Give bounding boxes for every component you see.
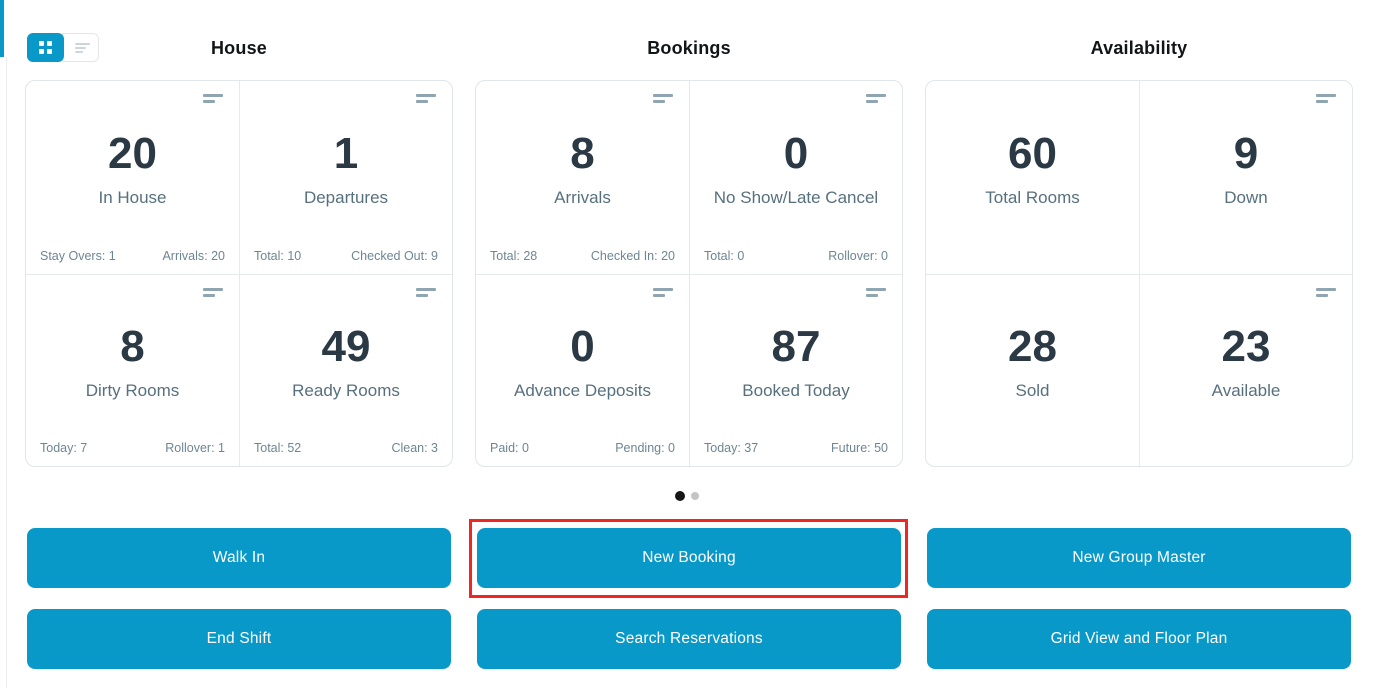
card-total-rooms[interactable]: 60 Total Rooms: [926, 81, 1139, 274]
card-footer: Today: 37 Future: 50: [690, 441, 902, 455]
card-sold[interactable]: 28 Sold: [926, 273, 1139, 467]
stat-value: 0: [783, 129, 809, 179]
card-menu-icon[interactable]: [416, 94, 436, 103]
card-ready-rooms[interactable]: 49 Ready Rooms Total: 52 Clean: 3: [239, 273, 452, 466]
section-title-availability: Availability: [1090, 37, 1188, 58]
footer-left: Total: 28: [490, 248, 538, 263]
card-footer: Stay Overs: 1 Arrivals: 20: [26, 249, 239, 263]
stat-label: In House: [98, 188, 167, 208]
new-group-master-button[interactable]: New Group Master: [927, 528, 1351, 588]
card-footer: Paid: 0 Pending: 0: [476, 441, 689, 455]
card-menu-icon[interactable]: [1316, 287, 1336, 297]
new-booking-button[interactable]: New Booking: [477, 528, 901, 588]
stat-label: Available: [1211, 381, 1281, 401]
section-title-bookings: Bookings: [647, 37, 731, 58]
stat-groups: 20 In House Stay Overs: 1 Arrivals: 20 1…: [25, 80, 1353, 467]
footer-right: Arrivals: 20: [162, 248, 225, 263]
left-edge-divider: [6, 57, 7, 688]
footer-right: Checked Out: 9: [351, 248, 438, 263]
card-dirty-rooms[interactable]: 8 Dirty Rooms Today: 7 Rollover: 1: [26, 273, 239, 467]
footer-left: Today: 37: [704, 441, 759, 455]
card-footer: Today: 7 Rollover: 1: [26, 441, 239, 455]
footer-left: Stay Overs: 1: [40, 248, 116, 263]
footer-left: Paid: 0: [490, 441, 529, 455]
stat-value: 49: [321, 322, 371, 372]
card-menu-icon[interactable]: [866, 287, 886, 297]
card-menu-icon[interactable]: [203, 287, 223, 297]
footer-left: Total: 10: [254, 248, 302, 263]
footer-right: Rollover: 1: [165, 441, 225, 455]
stat-label: Arrivals: [554, 188, 611, 208]
stat-label: Booked Today: [742, 381, 850, 401]
grid-view-floor-plan-button[interactable]: Grid View and Floor Plan: [927, 609, 1351, 669]
card-footer: Total: 10 Checked Out: 9: [240, 249, 452, 263]
card-footer: Total: 0 Rollover: 0: [690, 249, 902, 263]
footer-left: Total: 52: [254, 441, 302, 455]
stat-value: 0: [570, 322, 595, 372]
stat-value: 8: [570, 129, 595, 179]
group-house: 20 In House Stay Overs: 1 Arrivals: 20 1…: [25, 80, 453, 467]
walk-in-button[interactable]: Walk In: [27, 528, 451, 588]
stat-label: Departures: [303, 188, 389, 208]
card-footer: Total: 28 Checked In: 20: [476, 249, 689, 263]
footer-right: Rollover: 0: [828, 248, 888, 263]
left-accent-bar: [0, 0, 4, 57]
card-menu-icon[interactable]: [416, 287, 436, 297]
action-buttons: Walk In New Booking New Group Master End…: [25, 519, 1353, 669]
stat-value: 20: [108, 129, 157, 179]
carousel-dots: [0, 491, 1373, 501]
footer-right: Clean: 3: [391, 441, 438, 455]
group-bookings: 8 Arrivals Total: 28 Checked In: 20 0 No…: [475, 80, 903, 467]
card-menu-icon[interactable]: [653, 287, 673, 297]
footer-right: Future: 50: [831, 441, 888, 455]
search-reservations-button[interactable]: Search Reservations: [477, 609, 901, 669]
stat-label: Sold: [1015, 381, 1050, 401]
stat-label: Total Rooms: [985, 188, 1080, 208]
card-departures[interactable]: 1 Departures Total: 10 Checked Out: 9: [239, 81, 452, 274]
card-no-show-late-cancel[interactable]: 0 No Show/Late Cancel Total: 0 Rollover:…: [689, 81, 902, 274]
new-booking-highlight-wrap: New Booking: [469, 519, 908, 598]
stat-label: Ready Rooms: [292, 381, 400, 401]
footer-left: Total: 0: [704, 248, 745, 263]
view-toggle: [27, 33, 99, 62]
card-menu-icon[interactable]: [203, 94, 223, 103]
carousel-dot-active[interactable]: [674, 491, 685, 501]
stat-label: Dirty Rooms: [85, 381, 180, 401]
end-shift-button[interactable]: End Shift: [27, 609, 451, 669]
group-availability: 60 Total Rooms 9 Down 28 Sold 23 Availab…: [925, 80, 1353, 467]
card-footer: Total: 52 Clean: 3: [240, 441, 452, 455]
card-menu-icon[interactable]: [653, 94, 673, 103]
card-in-house[interactable]: 20 In House Stay Overs: 1 Arrivals: 20: [26, 81, 239, 274]
stat-label: Advance Deposits: [513, 381, 652, 401]
card-menu-icon[interactable]: [1316, 94, 1336, 103]
stat-label: Down: [1224, 188, 1268, 208]
card-advance-deposits[interactable]: 0 Advance Deposits Paid: 0 Pending: 0: [476, 273, 689, 467]
stat-value: 1: [333, 129, 359, 179]
card-down[interactable]: 9 Down: [1139, 81, 1352, 274]
section-title-house: House: [210, 37, 267, 58]
stat-label: No Show/Late Cancel: [713, 188, 879, 208]
list-view-button[interactable]: [62, 33, 99, 62]
card-available[interactable]: 23 Available: [1139, 273, 1352, 466]
footer-left: Today: 7: [40, 441, 88, 455]
stat-value: 8: [120, 322, 145, 372]
stat-value: 9: [1233, 129, 1259, 179]
grid-view-icon: [39, 41, 52, 54]
stat-value: 87: [771, 322, 821, 372]
card-arrivals[interactable]: 8 Arrivals Total: 28 Checked In: 20: [476, 81, 689, 274]
footer-right: Checked In: 20: [590, 248, 675, 263]
carousel-dot-inactive[interactable]: [690, 492, 699, 500]
stat-value: 60: [1008, 129, 1057, 179]
stat-value: 28: [1008, 322, 1057, 372]
grid-view-button[interactable]: [27, 33, 64, 62]
stat-value: 23: [1221, 322, 1271, 372]
list-view-icon: [75, 42, 90, 53]
section-header-row: House Bookings Availability: [25, 33, 1353, 63]
footer-right: Pending: 0: [615, 441, 675, 455]
card-booked-today[interactable]: 87 Booked Today Today: 37 Future: 50: [689, 273, 902, 466]
card-menu-icon[interactable]: [866, 94, 886, 103]
